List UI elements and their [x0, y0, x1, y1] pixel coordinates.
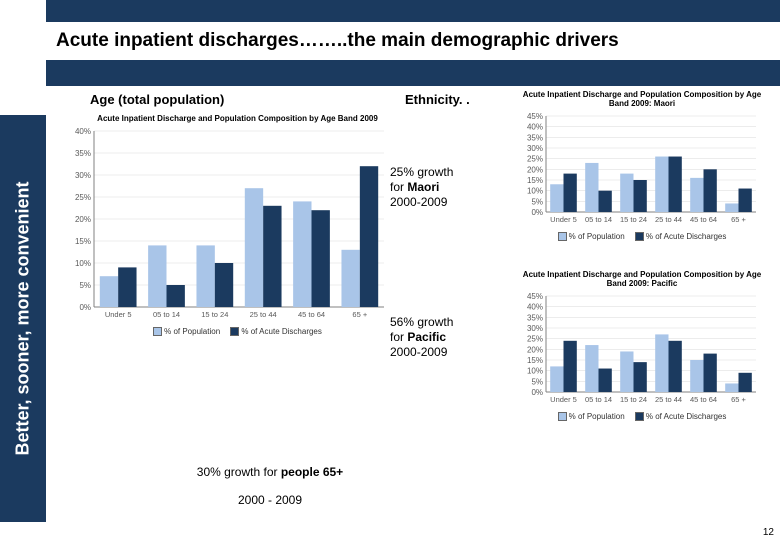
svg-text:40%: 40%	[527, 303, 543, 312]
svg-text:5%: 5%	[531, 377, 543, 386]
svg-text:Under 5: Under 5	[550, 395, 577, 404]
chart-legend: % of Population % of Acute Discharges	[60, 327, 415, 336]
chart-pacific: Acute Inpatient Discharge and Population…	[512, 270, 772, 421]
svg-text:0%: 0%	[79, 303, 91, 312]
callout-line: for	[390, 180, 407, 194]
svg-text:05 to 14: 05 to 14	[153, 310, 180, 319]
title-strip: Acute inpatient discharges……..the main d…	[46, 22, 780, 60]
svg-text:35%: 35%	[75, 149, 91, 158]
svg-text:25 to 44: 25 to 44	[655, 395, 682, 404]
svg-text:45 to 64: 45 to 64	[298, 310, 325, 319]
callout-pacific: 56% growth for Pacific 2000-2009	[390, 315, 500, 360]
svg-text:35%: 35%	[527, 133, 543, 142]
chart-legend: % of Population % of Acute Discharges	[512, 232, 772, 241]
chart-age-total: Acute Inpatient Discharge and Population…	[60, 114, 415, 336]
callout-line: 56% growth	[390, 315, 453, 329]
svg-text:05 to 14: 05 to 14	[585, 395, 612, 404]
svg-text:15%: 15%	[527, 356, 543, 365]
callout-bottom: 30% growth for people 65+ 2000 - 2009	[160, 465, 380, 507]
svg-text:5%: 5%	[531, 197, 543, 206]
svg-text:65 +: 65 +	[731, 395, 746, 404]
svg-text:20%: 20%	[75, 215, 91, 224]
bottom-line-2: 2000 - 2009	[160, 493, 380, 507]
content-area: Age (total population) Ethnicity. . Acut…	[60, 90, 772, 526]
callout-bold: Pacific	[407, 330, 446, 344]
heading-ethnicity: Ethnicity. .	[405, 92, 470, 107]
side-bar-text: Better, sooner, more convenient	[13, 181, 34, 455]
svg-text:40%: 40%	[527, 123, 543, 132]
page-number: 12	[763, 527, 774, 538]
svg-text:15%: 15%	[527, 176, 543, 185]
page-title: Acute inpatient discharges……..the main d…	[56, 30, 619, 52]
bottom-bold: people 65+	[281, 465, 343, 479]
callout-maori: 25% growth for Maori 2000-2009	[390, 165, 500, 210]
svg-text:10%: 10%	[527, 187, 543, 196]
callout-bold: Maori	[407, 180, 439, 194]
svg-text:25 to 44: 25 to 44	[250, 310, 277, 319]
svg-text:Under 5: Under 5	[550, 215, 577, 224]
svg-text:10%: 10%	[75, 259, 91, 268]
svg-text:45 to 64: 45 to 64	[690, 395, 717, 404]
chart-title: Acute Inpatient Discharge and Population…	[512, 90, 772, 108]
svg-text:35%: 35%	[527, 313, 543, 322]
chart-title: Acute Inpatient Discharge and Population…	[60, 114, 415, 123]
svg-text:30%: 30%	[527, 324, 543, 333]
svg-text:5%: 5%	[79, 281, 91, 290]
svg-text:25%: 25%	[527, 155, 543, 164]
svg-text:65 +: 65 +	[352, 310, 367, 319]
svg-text:0%: 0%	[531, 208, 543, 217]
bottom-text: 30% growth for	[197, 465, 281, 479]
svg-text:10%: 10%	[527, 367, 543, 376]
svg-text:15 to 24: 15 to 24	[620, 215, 647, 224]
svg-text:20%: 20%	[527, 345, 543, 354]
side-bar-fill: Better, sooner, more convenient	[0, 115, 46, 522]
callout-line: 2000-2009	[390, 345, 447, 359]
bottom-line-1: 30% growth for people 65+	[160, 465, 380, 479]
svg-text:45%: 45%	[527, 112, 543, 121]
side-bar: Better, sooner, more convenient	[0, 0, 46, 540]
callout-line: 2000-2009	[390, 195, 447, 209]
svg-text:65 +: 65 +	[731, 215, 746, 224]
svg-text:25%: 25%	[527, 335, 543, 344]
svg-text:30%: 30%	[527, 144, 543, 153]
svg-text:45 to 64: 45 to 64	[690, 215, 717, 224]
chart-legend: % of Population % of Acute Discharges	[512, 412, 772, 421]
svg-text:25%: 25%	[75, 193, 91, 202]
chart-maori: Acute Inpatient Discharge and Population…	[512, 90, 772, 241]
heading-age: Age (total population)	[90, 92, 224, 107]
svg-text:Under 5: Under 5	[105, 310, 132, 319]
svg-text:15%: 15%	[75, 237, 91, 246]
svg-text:15 to 24: 15 to 24	[201, 310, 228, 319]
callout-line: for	[390, 330, 407, 344]
svg-text:20%: 20%	[527, 165, 543, 174]
chart-title: Acute Inpatient Discharge and Population…	[512, 270, 772, 288]
callout-line: 25% growth	[390, 165, 453, 179]
svg-text:40%: 40%	[75, 127, 91, 136]
svg-text:05 to 14: 05 to 14	[585, 215, 612, 224]
svg-text:0%: 0%	[531, 388, 543, 397]
svg-text:45%: 45%	[527, 292, 543, 301]
svg-text:15 to 24: 15 to 24	[620, 395, 647, 404]
svg-text:30%: 30%	[75, 171, 91, 180]
svg-text:25 to 44: 25 to 44	[655, 215, 682, 224]
